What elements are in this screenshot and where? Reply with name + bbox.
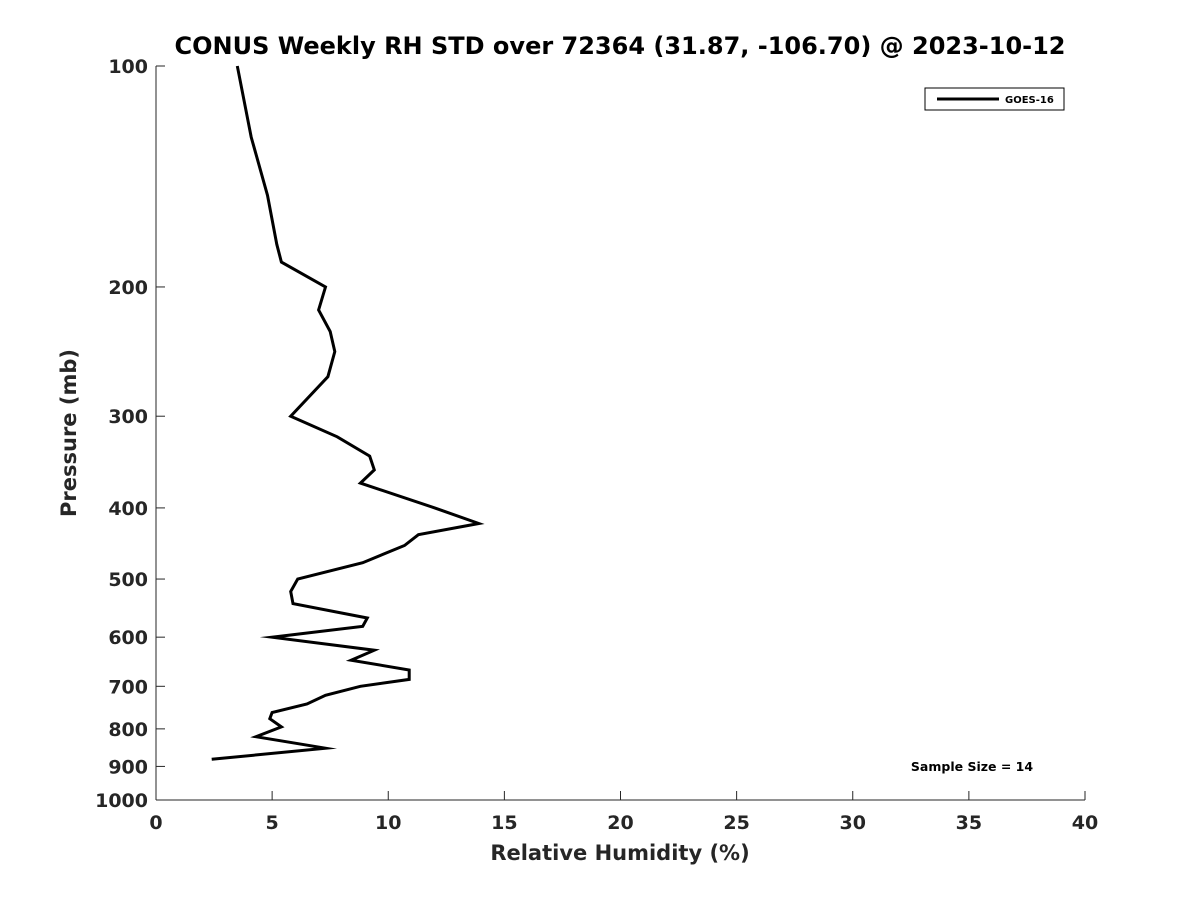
- x-axis-ticks: 0 5 10 15 20 25 30 35 40: [149, 791, 1098, 834]
- x-tick-label: 35: [956, 812, 982, 834]
- sample-size-annotation: Sample Size = 14: [911, 759, 1033, 774]
- legend: GOES-16: [924, 87, 1065, 111]
- x-tick-label: 30: [840, 812, 866, 834]
- x-tick-label: 0: [149, 812, 162, 834]
- y-tick-label: 300: [108, 406, 148, 428]
- y-tick-label: 700: [108, 676, 148, 698]
- y-axis-label: Pressure (mb): [57, 349, 81, 517]
- y-tick-label: 600: [108, 627, 148, 649]
- x-tick-label: 10: [375, 812, 401, 834]
- x-tick-label: 5: [266, 812, 279, 834]
- x-tick-label: 40: [1072, 812, 1098, 834]
- legend-entry-goes-16: GOES-16: [1005, 95, 1054, 106]
- chart-title: CONUS Weekly RH STD over 72364 (31.87, -…: [174, 32, 1065, 60]
- y-tick-label: 400: [108, 498, 148, 520]
- x-tick-label: 15: [491, 812, 517, 834]
- y-tick-label: 100: [108, 56, 148, 78]
- y-tick-label: 800: [108, 719, 148, 741]
- y-tick-label: 500: [108, 569, 148, 591]
- x-tick-label: 20: [607, 812, 633, 834]
- y-tick-label: 1000: [95, 790, 148, 812]
- series-line-goes-16: [211, 65, 485, 761]
- x-axis-label: Relative Humidity (%): [490, 841, 749, 865]
- x-tick-label: 25: [723, 812, 749, 834]
- y-tick-label: 200: [108, 277, 148, 299]
- y-tick-label: 900: [108, 756, 148, 778]
- y-axis-ticks: 100 200 300 400 500 600 700 800 900 1000: [95, 56, 165, 812]
